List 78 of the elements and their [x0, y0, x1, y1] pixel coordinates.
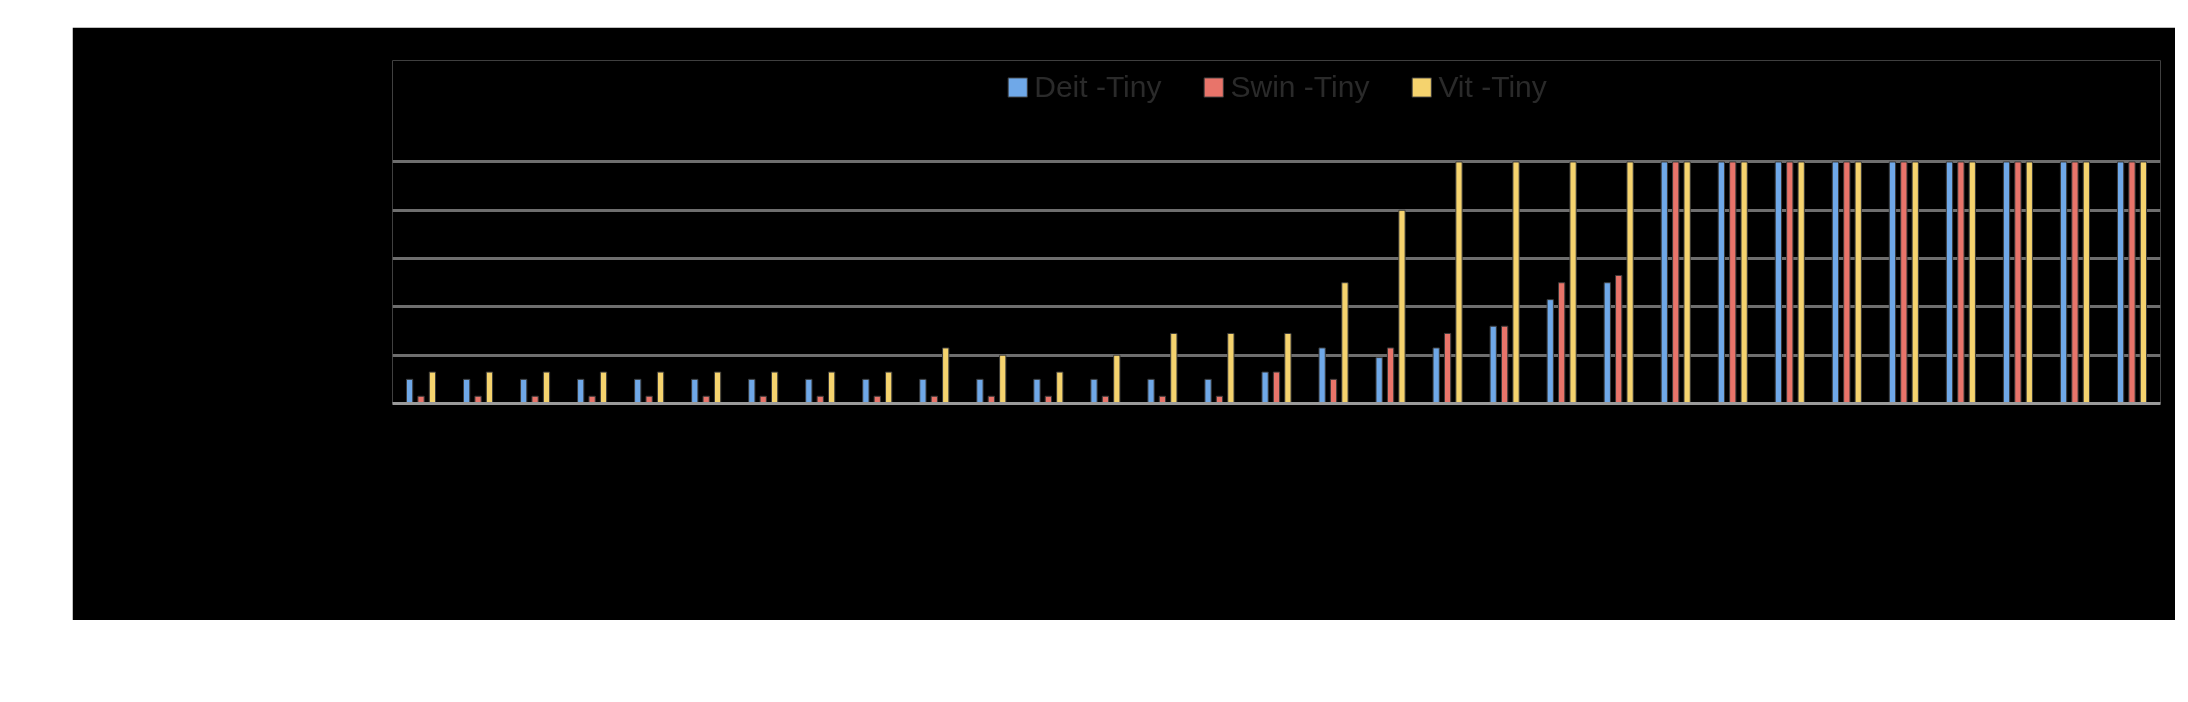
bar — [1147, 378, 1155, 404]
bar — [1432, 347, 1440, 404]
bar — [485, 371, 494, 404]
bar — [1968, 161, 1976, 404]
bar — [634, 378, 642, 404]
bar — [1500, 325, 1509, 404]
bar — [1717, 161, 1725, 404]
bar — [885, 371, 893, 404]
bar — [1489, 325, 1497, 404]
bar — [1888, 161, 1897, 404]
bar — [1672, 161, 1680, 404]
bar — [1272, 371, 1281, 404]
bar — [599, 371, 608, 404]
bar — [1284, 332, 1292, 404]
bar — [520, 378, 528, 404]
bar — [1740, 161, 1748, 404]
bar — [1341, 282, 1349, 404]
bar — [713, 371, 722, 404]
bar — [691, 378, 699, 404]
bar — [999, 354, 1007, 404]
bar — [942, 347, 950, 404]
bar — [463, 378, 471, 404]
bar — [1386, 347, 1395, 404]
bar — [770, 371, 779, 404]
bar — [1831, 161, 1840, 404]
bar — [1512, 161, 1520, 404]
bar — [1558, 282, 1566, 404]
bar — [1774, 161, 1783, 404]
bar — [656, 371, 665, 404]
bar — [1261, 371, 1269, 404]
bar — [405, 378, 414, 404]
bar — [1113, 354, 1121, 404]
bar — [1660, 161, 1668, 404]
bar — [1443, 332, 1452, 404]
bar — [1318, 347, 1326, 404]
bar — [1546, 299, 1554, 404]
bar — [577, 378, 585, 404]
bar — [1227, 332, 1235, 404]
bar — [2014, 161, 2022, 404]
bar — [1786, 161, 1794, 404]
bar — [2128, 161, 2136, 404]
bar — [1911, 161, 1919, 404]
bar — [2139, 161, 2148, 404]
bar — [1626, 161, 1634, 404]
bar — [1375, 357, 1383, 404]
bar — [1729, 161, 1737, 404]
bar — [2059, 161, 2068, 404]
bar — [1033, 378, 1041, 404]
bar — [1797, 161, 1805, 404]
bar — [1945, 161, 1954, 404]
bar — [1900, 161, 1908, 404]
bar — [1056, 371, 1064, 404]
bar — [2071, 161, 2079, 404]
bar — [2002, 161, 2011, 404]
bar — [1843, 161, 1851, 404]
bar — [1603, 282, 1611, 404]
bar — [2082, 161, 2090, 404]
bar — [2116, 161, 2125, 404]
bar — [919, 378, 927, 404]
bar — [1455, 161, 1463, 404]
bar — [1170, 332, 1178, 404]
bar — [748, 378, 756, 404]
bar — [1957, 161, 1965, 404]
bar — [828, 371, 836, 404]
bar — [862, 378, 870, 404]
bar — [1854, 161, 1862, 404]
bar — [542, 371, 551, 404]
bar — [1204, 378, 1212, 404]
bar — [1683, 161, 1691, 404]
bar — [805, 378, 813, 404]
bar — [428, 371, 437, 404]
bar — [1569, 161, 1577, 404]
bar — [1329, 378, 1338, 404]
bar — [2025, 161, 2033, 404]
bar — [1398, 209, 1406, 404]
bar — [1615, 274, 1623, 404]
bar — [976, 378, 984, 404]
bar — [1090, 378, 1098, 404]
